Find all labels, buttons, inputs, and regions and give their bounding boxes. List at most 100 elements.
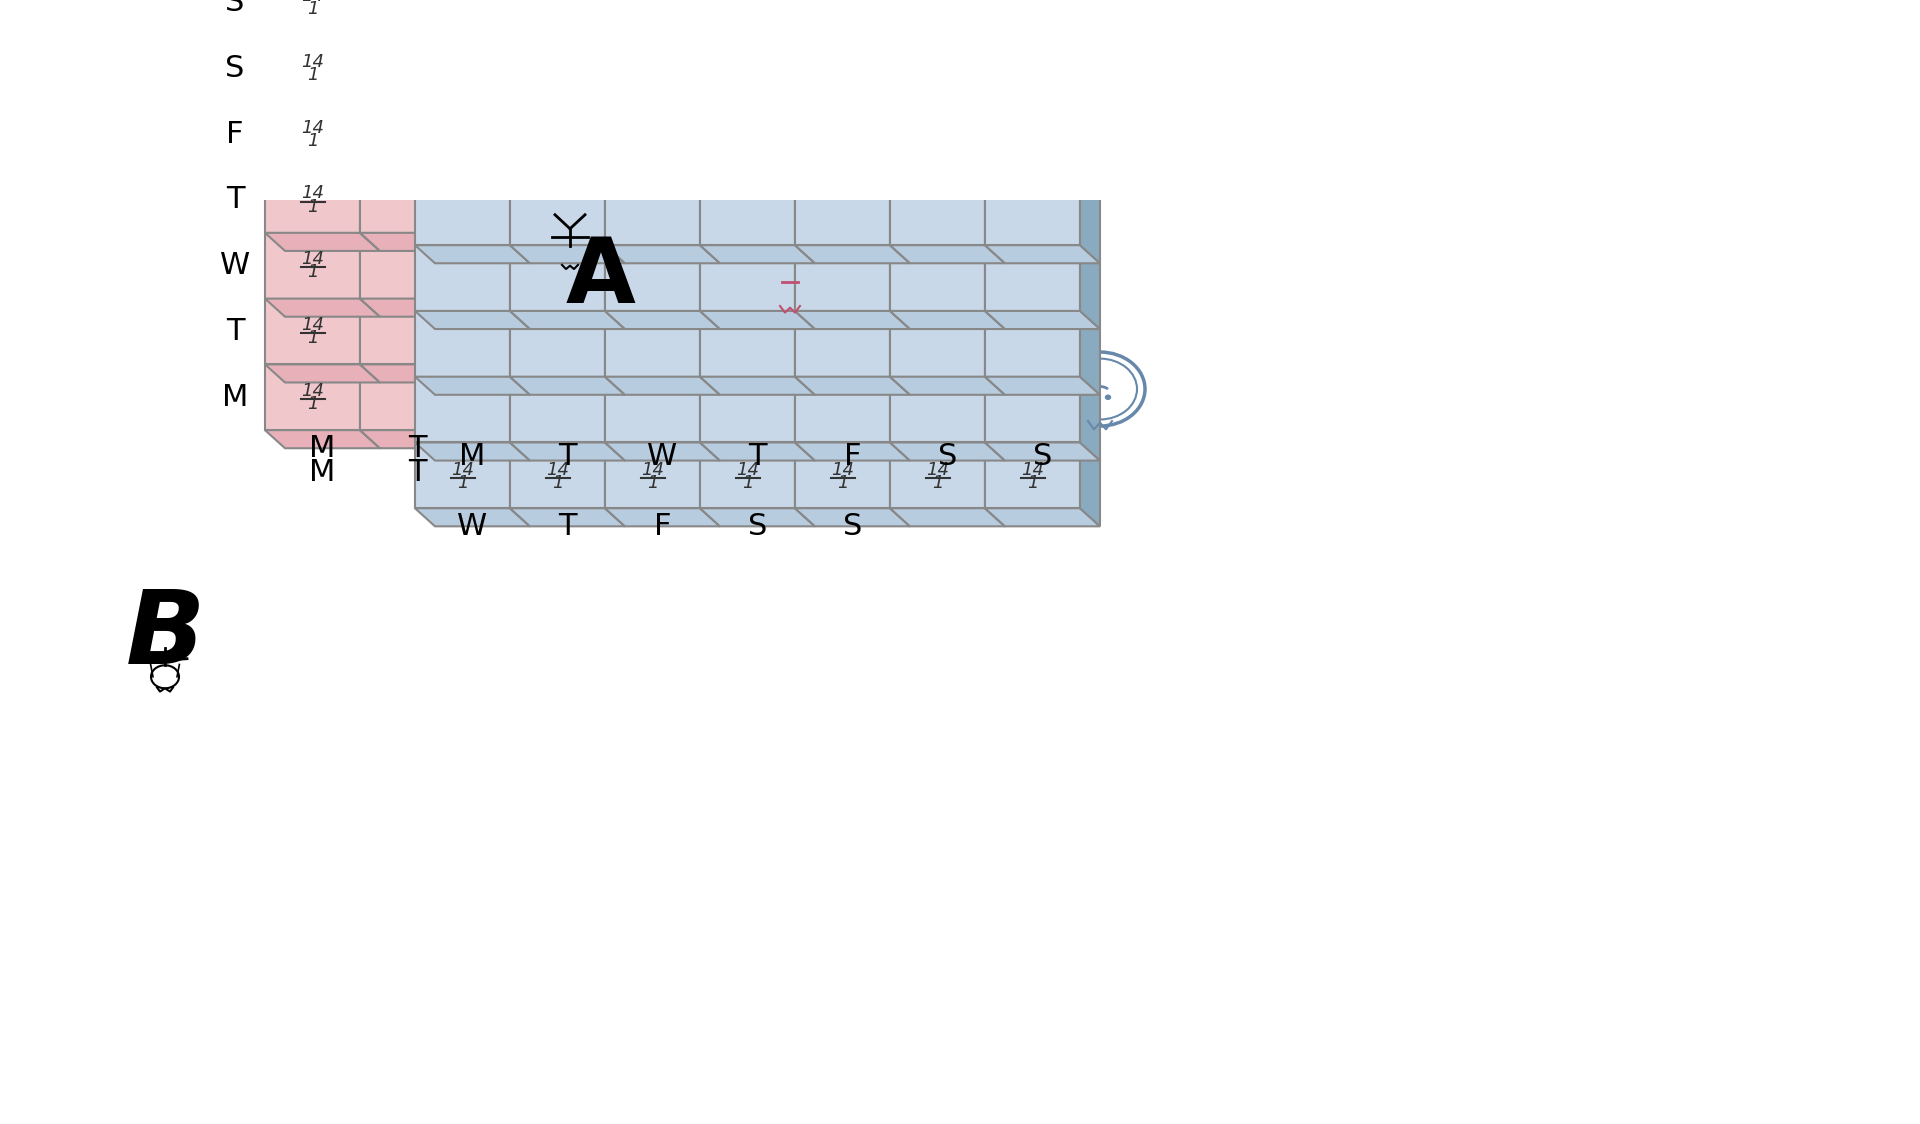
Polygon shape — [605, 443, 720, 461]
Polygon shape — [891, 48, 910, 132]
Polygon shape — [701, 114, 814, 132]
Polygon shape — [985, 245, 1079, 311]
Text: S: S — [225, 0, 244, 17]
Polygon shape — [795, 508, 910, 526]
Polygon shape — [455, 233, 474, 317]
Text: 14: 14 — [831, 461, 854, 479]
Text: M: M — [459, 442, 486, 471]
Polygon shape — [891, 311, 910, 395]
Polygon shape — [511, 377, 626, 395]
Polygon shape — [795, 377, 891, 443]
Polygon shape — [361, 364, 455, 430]
Polygon shape — [891, 180, 985, 245]
Polygon shape — [415, 377, 530, 395]
Polygon shape — [1079, 0, 1100, 66]
Polygon shape — [985, 48, 1004, 132]
Polygon shape — [891, 114, 985, 180]
Polygon shape — [701, 180, 720, 263]
Polygon shape — [795, 48, 910, 66]
Polygon shape — [361, 299, 380, 382]
Text: 1: 1 — [307, 395, 319, 413]
Polygon shape — [1079, 245, 1100, 329]
Text: 1: 1 — [307, 132, 319, 149]
Polygon shape — [891, 443, 910, 526]
Text: T: T — [409, 434, 426, 463]
Text: S: S — [843, 513, 862, 541]
Polygon shape — [265, 233, 380, 251]
Polygon shape — [891, 508, 1004, 526]
Text: 14: 14 — [301, 119, 324, 137]
Polygon shape — [795, 443, 910, 461]
Polygon shape — [985, 114, 1079, 180]
Text: 14: 14 — [735, 461, 758, 479]
Polygon shape — [701, 48, 720, 132]
Text: T: T — [559, 442, 576, 471]
Polygon shape — [455, 299, 474, 382]
Polygon shape — [361, 0, 455, 36]
Polygon shape — [415, 377, 511, 443]
Polygon shape — [511, 377, 530, 461]
Polygon shape — [605, 443, 701, 508]
Polygon shape — [265, 299, 361, 364]
Polygon shape — [361, 167, 474, 185]
Polygon shape — [361, 299, 455, 364]
Polygon shape — [605, 180, 626, 263]
Text: 14: 14 — [301, 316, 324, 334]
Polygon shape — [701, 114, 720, 198]
Polygon shape — [265, 364, 361, 430]
Polygon shape — [415, 114, 511, 180]
Polygon shape — [361, 101, 455, 167]
Polygon shape — [265, 167, 361, 233]
Polygon shape — [511, 48, 605, 114]
Polygon shape — [985, 245, 1004, 329]
Polygon shape — [265, 36, 380, 54]
Polygon shape — [511, 180, 530, 263]
Text: 1: 1 — [1027, 473, 1039, 492]
Polygon shape — [795, 0, 891, 48]
Circle shape — [795, 285, 801, 290]
Polygon shape — [511, 443, 626, 461]
Polygon shape — [265, 430, 380, 448]
Text: B: B — [125, 586, 205, 686]
Polygon shape — [701, 180, 814, 198]
Polygon shape — [701, 377, 795, 443]
Polygon shape — [605, 245, 626, 329]
Text: A: A — [564, 234, 636, 323]
Polygon shape — [511, 245, 605, 311]
Polygon shape — [891, 180, 1004, 198]
Text: 1: 1 — [307, 0, 319, 18]
Polygon shape — [985, 48, 1100, 66]
Polygon shape — [415, 48, 530, 66]
Polygon shape — [511, 443, 605, 508]
Polygon shape — [361, 299, 474, 317]
Text: 14: 14 — [451, 461, 474, 479]
Polygon shape — [415, 48, 511, 114]
Text: 14: 14 — [301, 53, 324, 71]
Polygon shape — [701, 311, 720, 395]
Polygon shape — [361, 36, 455, 101]
Polygon shape — [415, 443, 511, 508]
Polygon shape — [511, 48, 530, 132]
Polygon shape — [511, 0, 530, 66]
Polygon shape — [511, 311, 530, 395]
Text: S: S — [937, 442, 958, 471]
Polygon shape — [891, 377, 985, 443]
Polygon shape — [985, 180, 1100, 198]
Polygon shape — [985, 180, 1079, 245]
Polygon shape — [795, 443, 814, 526]
Polygon shape — [1079, 180, 1100, 263]
Text: 1: 1 — [307, 329, 319, 347]
Polygon shape — [795, 114, 910, 132]
Polygon shape — [795, 377, 910, 395]
Text: W: W — [457, 513, 488, 541]
Text: M: M — [309, 434, 336, 463]
Text: 1: 1 — [931, 473, 943, 492]
Polygon shape — [891, 245, 1004, 263]
Polygon shape — [701, 443, 814, 461]
Polygon shape — [455, 167, 474, 251]
Polygon shape — [605, 311, 626, 395]
Polygon shape — [795, 245, 891, 311]
Text: T: T — [227, 317, 244, 346]
Polygon shape — [891, 443, 985, 508]
Circle shape — [1089, 396, 1094, 399]
